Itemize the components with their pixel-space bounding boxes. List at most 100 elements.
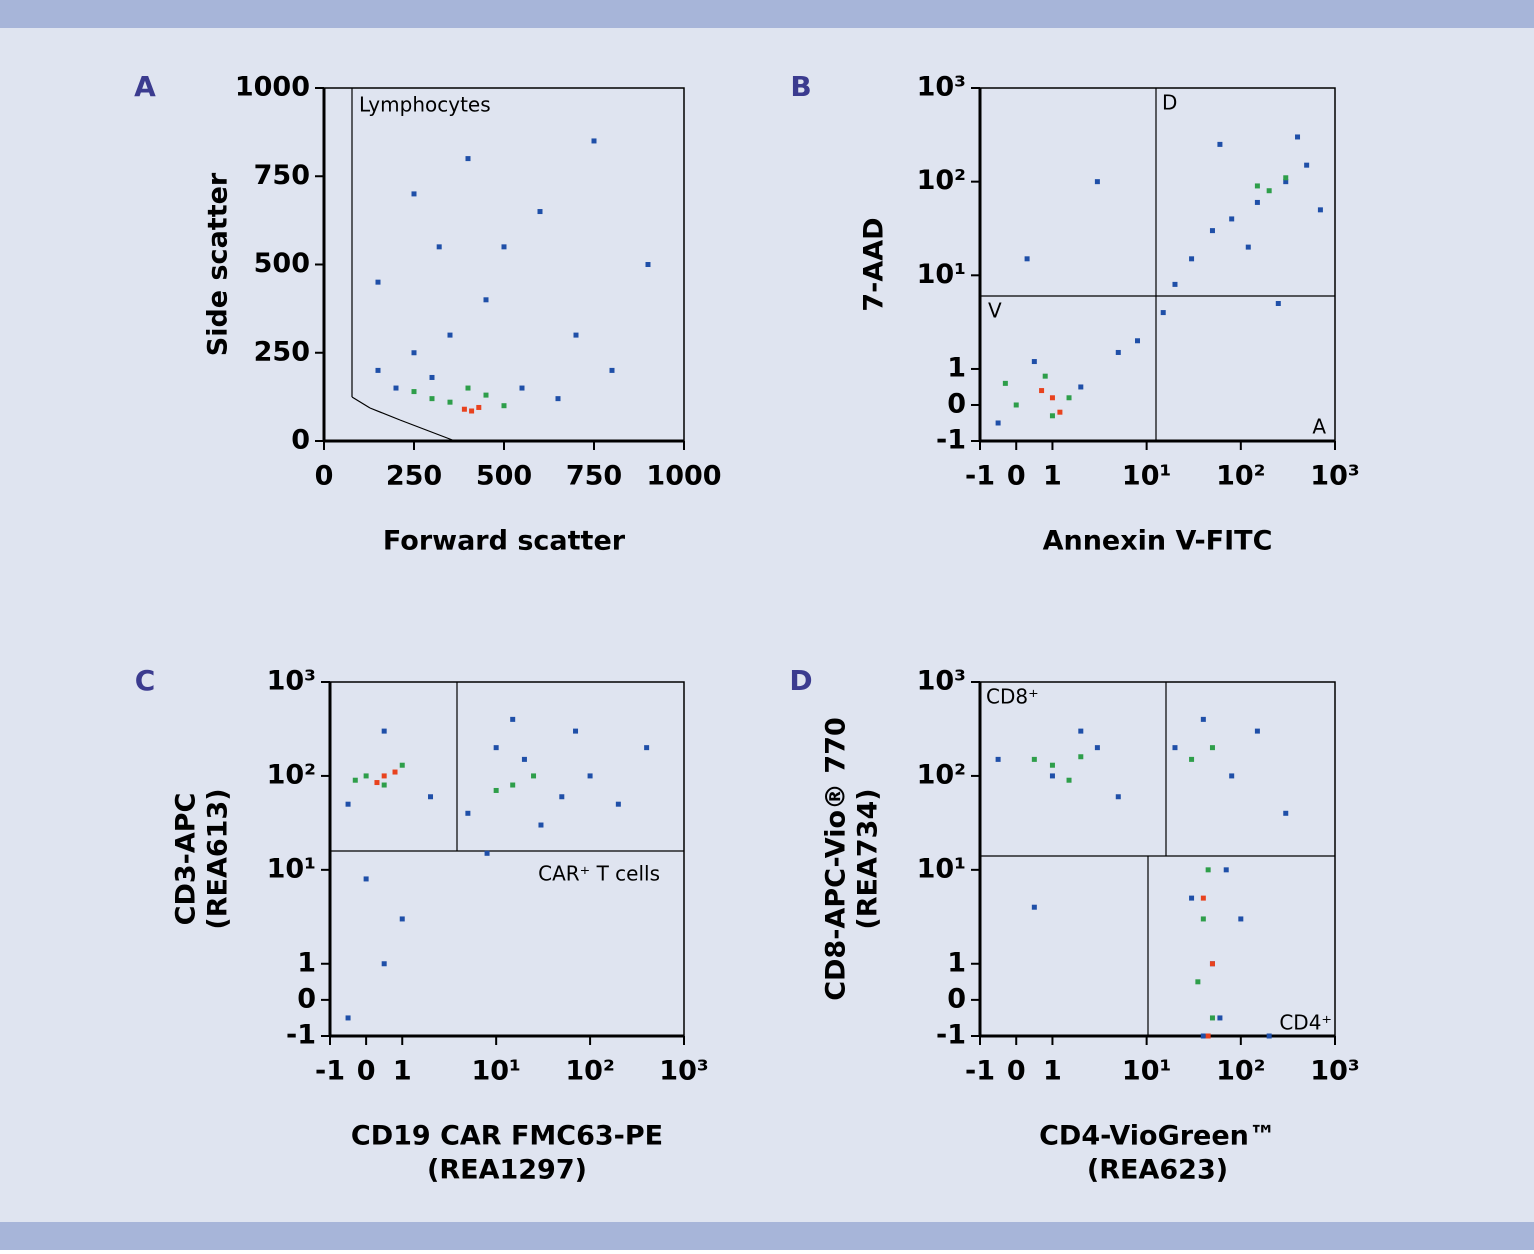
event-dot (1254, 728, 1260, 734)
event-dot (609, 367, 615, 373)
x-tick-label: 10¹ (1122, 461, 1171, 492)
event-dot (465, 156, 471, 162)
event-dot (447, 332, 453, 338)
y-tick-label: 0 (947, 388, 966, 419)
event-dot (1275, 300, 1281, 306)
y-tick-label: 10¹ (917, 259, 966, 290)
event-dot (1078, 754, 1084, 760)
event-dot (1195, 979, 1201, 985)
event-dot (501, 244, 507, 250)
event-dot (1209, 745, 1215, 751)
event-dot (436, 244, 442, 250)
event-dot (1205, 1033, 1211, 1039)
event-dot (559, 794, 565, 800)
x-tick-label: 0 (315, 461, 334, 492)
event-dot (573, 728, 579, 734)
x-axis-title: Forward scatter (383, 526, 626, 557)
y-tick-label: 750 (254, 160, 310, 191)
gate-line (399, 419, 456, 442)
event-dot (399, 762, 405, 768)
event-dot (411, 350, 417, 356)
event-dot (429, 396, 435, 402)
event-dot (1238, 916, 1244, 922)
event-dot (1078, 728, 1084, 734)
x-tick-label: 1 (1043, 461, 1062, 492)
event-dot (1094, 179, 1100, 185)
event-dot (1283, 810, 1289, 816)
x-tick-label: 0 (1007, 461, 1026, 492)
y-tick-label: -1 (286, 1020, 316, 1051)
gate-line (369, 407, 401, 421)
y-tick-label: 10¹ (917, 853, 966, 884)
event-dot (1049, 413, 1055, 419)
x-tick-label: 1 (1043, 1056, 1062, 1087)
event-dot (1042, 373, 1048, 379)
event-dot (591, 138, 597, 144)
event-dot (1049, 762, 1055, 768)
x-tick-label: 10² (565, 1056, 614, 1087)
event-dot (1304, 162, 1310, 168)
x-axis-title: CD19 CAR FMC63-PE (351, 1121, 663, 1152)
event-dot (1013, 402, 1019, 408)
event-dot (1266, 188, 1272, 194)
event-dot (615, 801, 621, 807)
gate-label: CAR⁺ T cells (538, 862, 660, 886)
x-tick-label: 10³ (1310, 1056, 1359, 1087)
y-axis-title: (REA613) (203, 788, 234, 929)
y-tick-label: 10¹ (267, 853, 316, 884)
y-tick-label: 10² (917, 165, 966, 196)
event-dot (1002, 380, 1008, 386)
event-dot (1049, 395, 1055, 401)
event-dot (1229, 773, 1235, 779)
event-dot (363, 773, 369, 779)
y-axis-title: 7-AAD (859, 217, 890, 311)
y-axis-title: CD8-APC-Vio® 770 (821, 717, 852, 1001)
event-dot (1245, 244, 1251, 250)
event-dot (381, 961, 387, 967)
panel-letter: D (789, 664, 812, 697)
event-dot (1031, 359, 1037, 365)
event-dot (1200, 716, 1206, 722)
event-dot (1066, 777, 1072, 783)
event-dot (1057, 409, 1063, 415)
event-dot (465, 385, 471, 391)
event-dot (1094, 745, 1100, 751)
event-dot (1317, 207, 1323, 213)
y-tick-label: 10³ (917, 72, 966, 103)
x-tick-label: 10³ (659, 1056, 708, 1087)
y-tick-label: 1000 (235, 72, 310, 103)
panel-letter: A (134, 70, 156, 103)
x-tick-label: -1 (965, 461, 995, 492)
event-dot (429, 374, 435, 380)
y-tick-label: 10² (267, 759, 316, 790)
event-dot (1205, 867, 1211, 873)
event-dot (519, 385, 525, 391)
x-tick-label: 750 (566, 461, 622, 492)
event-dot (1283, 179, 1289, 185)
y-tick-label: 1 (297, 947, 316, 978)
event-dot (1200, 916, 1206, 922)
event-dot (1078, 384, 1084, 390)
event-dot (995, 756, 1001, 762)
event-dot (352, 777, 358, 783)
y-axis-title: Side scatter (203, 172, 234, 356)
x-axis-title: Annexin V-FITC (1043, 526, 1273, 557)
event-dot (399, 916, 405, 922)
y-tick-label: 10² (917, 759, 966, 790)
event-dot (538, 822, 544, 828)
y-tick-label: 10³ (917, 666, 966, 697)
event-dot (381, 728, 387, 734)
event-dot (1229, 216, 1235, 222)
event-dot (1031, 904, 1037, 910)
x-tick-label: 10¹ (1122, 1056, 1171, 1087)
y-tick-label: 10³ (267, 666, 316, 697)
gate-label: A (1312, 415, 1326, 439)
gate-label: Lymphocytes (359, 93, 491, 117)
y-tick-label: -1 (936, 425, 966, 456)
event-dot (501, 403, 507, 409)
y-tick-label: 0 (947, 983, 966, 1014)
event-dot (1135, 338, 1141, 344)
event-dot (573, 332, 579, 338)
x-tick-label: 10² (1216, 1056, 1265, 1087)
